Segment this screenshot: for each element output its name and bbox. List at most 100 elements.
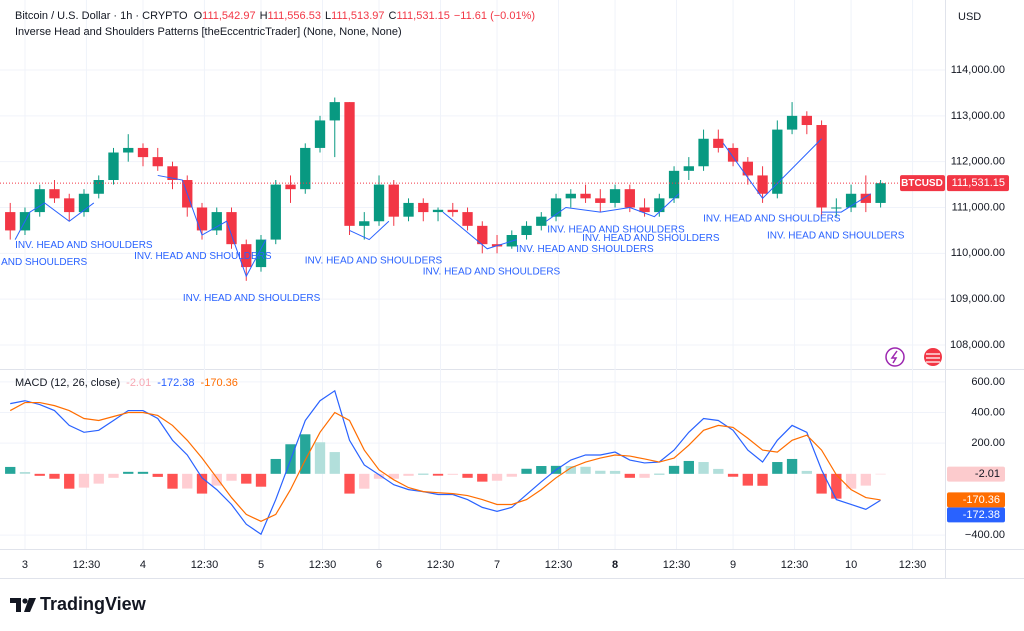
pattern-label: INV. HEAD AND SHOULDERS — [134, 251, 272, 262]
pattern-label: INV. HEAD AND SHOULDERS — [305, 255, 443, 266]
macd-legend-value: -170.36 — [201, 377, 238, 389]
symbol-tag-bg — [900, 175, 945, 192]
pattern-label: INV. HEAD AND SHOULDERS — [547, 225, 685, 236]
chart-header: Bitcoin / U.S. Dollar · 1h · CRYPTO O111,… — [15, 10, 535, 22]
icon-bolt — [890, 350, 898, 364]
macd-histogram-bar — [624, 473, 635, 478]
x-tick-label: 12:30 — [427, 559, 455, 571]
macd-histogram-bar — [462, 473, 473, 478]
ohlc-value: 111,542.97 — [202, 10, 255, 22]
macd-histogram-bar — [19, 471, 31, 474]
price-tick-label: 110,000.00 — [951, 247, 1005, 259]
pattern-label: INV. HEAD AND SHOULDERS — [183, 293, 321, 304]
candle-body — [123, 147, 134, 153]
macd-histogram-bar — [34, 473, 45, 476]
candle-body — [860, 193, 871, 203]
macd-histogram-bar — [639, 473, 650, 478]
candle-body — [536, 216, 547, 226]
macd-tick-label: −400.00 — [965, 529, 1005, 541]
price-tick-label: 113,000.00 — [951, 110, 1005, 122]
candle-body — [388, 184, 399, 217]
candle-body — [801, 115, 812, 126]
macd-pane — [5, 389, 886, 536]
macd-histogram-bar — [477, 473, 488, 482]
macd-histogram-bar — [49, 473, 60, 479]
candle-body — [359, 221, 370, 226]
ohlc-value: 111,556.53 — [268, 10, 321, 22]
macd-histogram-bar — [683, 460, 694, 474]
pattern-label: INV. HEAD AND SHOULDERS — [767, 231, 905, 242]
currency[interactable]: USD — [958, 11, 981, 23]
x-tick-label: 7 — [494, 559, 500, 571]
x-tick-label: 9 — [730, 559, 736, 571]
candle-body — [49, 189, 60, 199]
macd-legend-value: -2.01 — [126, 377, 151, 389]
pattern-label: INV. HEAD AND SHOULDERS — [582, 233, 720, 244]
x-tick-label: 12:30 — [191, 559, 219, 571]
pattern-line — [821, 193, 872, 213]
macd-histogram-bar — [447, 473, 458, 475]
candle-body — [668, 170, 680, 199]
macd-histogram-bar — [241, 473, 252, 484]
candle-body — [93, 180, 104, 194]
macd-histogram-bar — [772, 462, 783, 474]
candle-body — [5, 212, 16, 231]
candle-body — [698, 138, 709, 167]
candle-body — [521, 225, 532, 236]
candle-body — [875, 183, 886, 203]
macd-line — [9, 401, 881, 522]
candle-body — [34, 189, 45, 213]
icon-alert[interactable] — [885, 347, 905, 367]
candle-body — [196, 207, 208, 231]
candle-body — [373, 184, 385, 222]
candle-body — [609, 189, 621, 203]
macd-histogram-bar — [314, 442, 326, 474]
macd-histogram-bar — [580, 466, 591, 474]
icon-flag[interactable] — [924, 348, 942, 366]
macd-tick-label: 600.00 — [971, 376, 1005, 388]
candle-body — [816, 125, 827, 208]
candle-body — [742, 161, 753, 176]
macd-histogram-bar — [152, 473, 163, 477]
logo-slash — [24, 598, 36, 612]
candle-body — [595, 198, 606, 203]
ohlc-key: H — [260, 10, 268, 22]
candle-body — [152, 157, 163, 167]
candle-body — [683, 166, 694, 171]
pattern-label: INV. HEAD AND SHOULDERS — [703, 214, 841, 225]
macd-histogram-bar — [167, 473, 178, 489]
candle-body — [432, 209, 444, 213]
candle-body — [78, 193, 90, 213]
candle-body — [565, 193, 576, 199]
macd-histogram-bar — [565, 466, 576, 474]
macd-value-bg — [947, 466, 1005, 482]
macd-histogram-bar — [786, 458, 798, 474]
macd-histogram-bar — [403, 473, 414, 476]
macd-value-label: -170.36 — [963, 494, 1000, 506]
x-tick-label: 8 — [612, 559, 618, 571]
macd-histogram-bar — [757, 473, 768, 486]
logo-dot — [22, 598, 28, 604]
ohlc-key: C — [389, 10, 397, 22]
macd-tick-label: 200.00 — [971, 437, 1005, 449]
macd-histogram-bar — [860, 473, 871, 486]
candle-body — [241, 244, 252, 268]
x-tick-label: 12:30 — [899, 559, 927, 571]
candle-body — [845, 193, 857, 208]
macd-histogram-bar — [609, 470, 621, 474]
price-change: −11.61 (−0.01%) — [454, 10, 535, 22]
macd-histogram-bar — [373, 473, 385, 479]
macd-histogram-bar — [727, 473, 739, 477]
macd-histogram-bar — [654, 473, 665, 475]
macd-title: MACD (12, 26, close) — [15, 377, 120, 389]
price-tick-label: 109,000.00 — [950, 293, 1005, 305]
macd-histogram-bar — [506, 473, 517, 477]
macd-histogram-bar — [801, 470, 812, 474]
ohlc-value: 111,531.15 — [396, 10, 449, 22]
macd-histogram-bar — [270, 458, 281, 474]
macd-histogram-bar — [713, 468, 724, 474]
macd-histogram-bar — [536, 466, 547, 474]
macd-histogram-bar — [742, 473, 753, 486]
